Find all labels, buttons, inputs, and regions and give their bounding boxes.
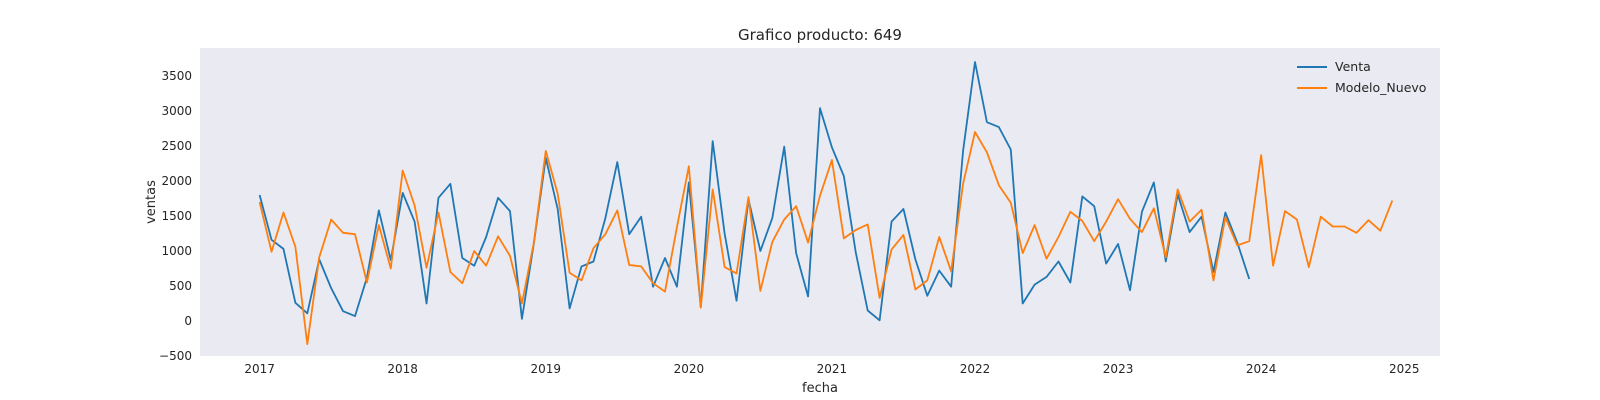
x-tick-label: 2020 [674,362,705,376]
x-tick-label: 2019 [530,362,561,376]
y-ticks: −500 0 500 1000 1500 2000 2500 3000 3500 [159,69,192,363]
series-line-modelo-nuevo [258,131,1394,346]
legend-label-venta: Venta [1335,59,1371,74]
x-tick-label: 2022 [960,362,991,376]
y-tick-label: 1500 [161,209,192,223]
x-tick-label: 2021 [817,362,848,376]
x-tick-label: 2017 [244,362,275,376]
legend: Venta Modelo_Nuevo [1297,59,1426,95]
x-tick-label: 2023 [1103,362,1134,376]
y-tick-label: 500 [169,279,192,293]
series-line-venta [258,61,1251,322]
x-ticks: 2017 2018 2019 2020 2021 2022 2023 2024 2025 [244,362,1419,376]
y-tick-label: 3000 [161,104,192,118]
y-tick-label: 0 [184,314,192,328]
y-tick-label: 1000 [161,244,192,258]
x-tick-label: 2018 [387,362,418,376]
y-tick-label: 3500 [161,69,192,83]
y-tick-label: 2000 [161,174,192,188]
x-axis-label: fecha [802,381,838,396]
series-layer [258,61,1394,346]
x-tick-label: 2024 [1246,362,1277,376]
legend-label-modelo-nuevo: Modelo_Nuevo [1335,80,1426,95]
y-tick-label: 2500 [161,139,192,153]
y-axis-label: ventas [144,180,159,224]
x-tick-label: 2025 [1389,362,1420,376]
y-tick-label: −500 [159,349,192,363]
chart-title: Grafico producto: 649 [738,26,902,44]
